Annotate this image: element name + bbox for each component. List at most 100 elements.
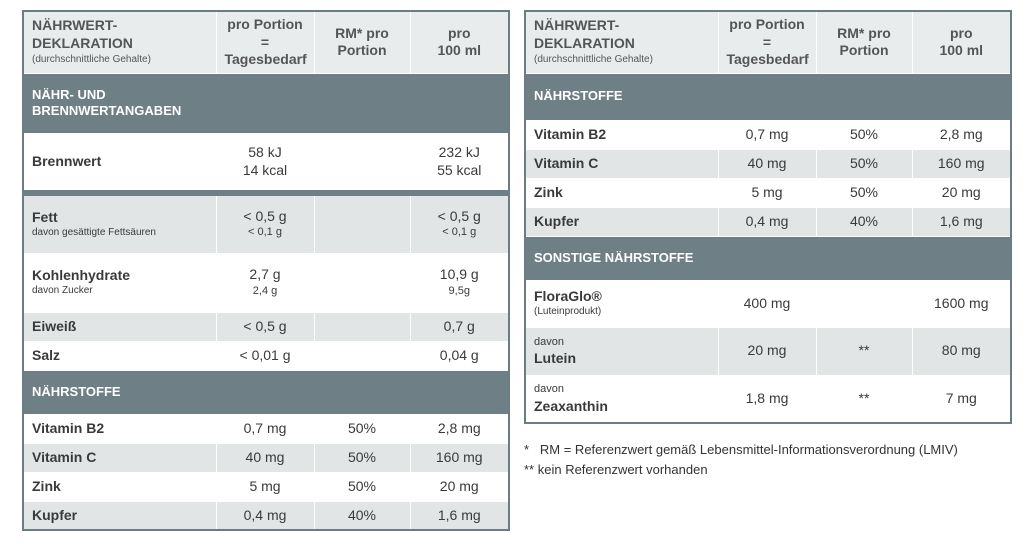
row-label: Kohlenhydrate — [32, 266, 131, 283]
row-100ml: 1600 mg — [911, 279, 1012, 328]
value: 14 kcal — [242, 161, 288, 178]
row-name: Fett davon gesättigte Fettsäuren — [22, 190, 217, 254]
header-portion-line2: Tagesbedarf — [726, 51, 809, 67]
row-portion: 400 mg — [717, 279, 817, 328]
table-row: Zink 5 mg 50% 20 mg — [524, 177, 1012, 208]
row-portion: 20 mg — [717, 326, 817, 376]
section-sonstige-label: SONSTIGE NÄHRSTOFFE — [524, 235, 1012, 281]
row-100ml: 10,9 g 9,5g — [409, 252, 510, 313]
subvalue: 2,4 g — [252, 284, 278, 297]
row-sublabel: davon gesättigte Fettsäuren — [32, 227, 156, 238]
table-row: Vitamin B2 0,7 mg 50% 2,8 mg — [524, 119, 1012, 150]
section-energy-line1: NÄHR- UND — [32, 86, 106, 102]
row-name: Zink — [524, 177, 719, 208]
header-rm-line2: Portion — [839, 42, 889, 59]
row-name: Vitamin B2 — [524, 119, 719, 150]
row-100ml: 20 mg — [911, 177, 1012, 208]
row-rm: ** — [815, 326, 913, 376]
table-row: Vitamin C 40 mg 50% 160 mg — [22, 442, 510, 473]
row-portion: 0,4 mg — [717, 206, 817, 237]
value: < 0,5 g — [243, 207, 287, 224]
row-label: Zeaxanthin — [534, 397, 608, 414]
row-name: Brennwert — [22, 132, 217, 194]
row-rm — [313, 340, 411, 371]
row-100ml: 160 mg — [409, 442, 510, 473]
row-portion: < 0,5 g < 0,1 g — [215, 190, 315, 254]
row-name: Vitamin B2 — [22, 413, 217, 444]
value: 55 kcal — [437, 161, 482, 178]
header-100-line1: pro — [949, 24, 973, 41]
header-100ml: pro 100 ml — [409, 10, 510, 74]
row-100ml: 2,8 mg — [911, 119, 1012, 150]
row-portion: < 0,01 g — [215, 340, 315, 371]
row-name: Kohlenhydrate davon Zucker — [22, 252, 217, 313]
row-rm: 40% — [313, 500, 411, 531]
table-row-kohlenhydrate: Kohlenhydrate davon Zucker 2,7 g 2,4 g 10,… — [22, 252, 510, 313]
row-100ml: 232 kJ 55 kcal — [409, 132, 510, 194]
table-row-eiweiss: Eiweiß < 0,5 g 0,7 g — [22, 311, 510, 342]
row-portion: 0,4 mg — [215, 500, 315, 531]
section-sonstige: SONSTIGE NÄHRSTOFFE — [524, 235, 1012, 281]
header-portion: pro Portion = Tagesbedarf — [717, 10, 817, 74]
table-row-floraglo: FloraGlo® (Luteinprodukt) 400 mg 1600 mg — [524, 279, 1012, 328]
row-100ml: 0,04 g — [409, 340, 510, 371]
row-name: Kupfer — [22, 500, 217, 531]
header-title-cell: NÄHRWERT-DEKLARATION (durchschnittliche … — [22, 10, 217, 74]
row-rm: 50% — [815, 119, 913, 150]
table-header-row: NÄHRWERT-DEKLARATION (durchschnittliche … — [524, 10, 1012, 74]
header-rm-line2: Portion — [337, 42, 387, 59]
row-name: davon Zeaxanthin — [524, 374, 719, 424]
row-rm: 50% — [313, 413, 411, 444]
value: 2,7 g — [249, 266, 281, 283]
value: < 0,5 g — [437, 207, 481, 224]
value: 58 kJ — [248, 144, 282, 161]
header-subtitle: (durchschnittliche Gehalte) — [32, 54, 151, 66]
header-100-line2: 100 ml — [939, 42, 984, 59]
subvalue: < 0,1 g — [442, 226, 477, 239]
row-sublabel: (Luteinprodukt) — [534, 306, 602, 318]
header-100-line2: 100 ml — [437, 42, 482, 59]
row-name: FloraGlo® (Luteinprodukt) — [524, 279, 719, 328]
row-name: Salz — [22, 340, 217, 371]
row-name: davon Lutein — [524, 326, 719, 376]
header-title-cell: NÄHRWERT-DEKLARATION (durchschnittliche … — [524, 10, 719, 74]
row-sublabel: davon Zucker — [32, 285, 93, 297]
section-energy-line2: BRENNWERTANGABEN — [32, 103, 182, 118]
row-100ml: < 0,5 g < 0,1 g — [409, 190, 510, 254]
table-header-row: NÄHRWERT-DEKLARATION (durchschnittliche … — [22, 10, 510, 74]
table-row: Vitamin B2 0,7 mg 50% 2,8 mg — [22, 413, 510, 444]
section-naehrstoffe-label: NÄHRSTOFFE — [524, 72, 1012, 121]
row-name: Vitamin C — [22, 442, 217, 473]
row-100ml: 80 mg — [911, 326, 1012, 376]
row-rm: 40% — [815, 206, 913, 237]
row-portion: 58 kJ 14 kcal — [215, 132, 315, 194]
row-label: Lutein — [534, 349, 576, 366]
table-row: Kupfer 0,4 mg 40% 1,6 mg — [22, 500, 510, 531]
row-rm: 50% — [313, 471, 411, 502]
row-label: FloraGlo® — [534, 287, 602, 304]
row-100ml: 7 mg — [911, 374, 1012, 424]
header-100-line1: pro — [447, 24, 471, 41]
row-name: Eiweiß — [22, 311, 217, 342]
footnote-rm: * RM = Referenzwert gemäß Lebensmittel-I… — [524, 442, 958, 457]
header-title: NÄHRWERT-DEKLARATION — [32, 17, 133, 51]
row-rm: 50% — [815, 177, 913, 208]
row-name: Kupfer — [524, 206, 719, 237]
row-rm: ** — [815, 374, 913, 424]
section-energy: NÄHR- UND BRENNWERTANGABEN — [22, 72, 510, 134]
left-nutrition-table: NÄHRWERT-DEKLARATION (durchschnittliche … — [22, 10, 510, 531]
row-portion: < 0,5 g — [215, 311, 315, 342]
row-rm: 50% — [313, 442, 411, 473]
section-naehrstoffe-label: NÄHRSTOFFE — [22, 369, 510, 415]
footnotes: * RM = Referenzwert gemäß Lebensmittel-I… — [524, 440, 958, 480]
header-portion-line2: Tagesbedarf — [224, 51, 307, 67]
table-row: Zink 5 mg 50% 20 mg — [22, 471, 510, 502]
row-100ml: 1,6 mg — [409, 500, 510, 531]
header-rm-line1: RM* pro — [837, 24, 891, 41]
subvalue: 9,5g — [448, 284, 470, 297]
row-portion: 5 mg — [717, 177, 817, 208]
right-nutrition-table: NÄHRWERT-DEKLARATION (durchschnittliche … — [524, 10, 1012, 424]
row-100ml: 2,8 mg — [409, 413, 510, 444]
row-100ml: 0,7 g — [409, 311, 510, 342]
section-naehrstoffe: NÄHRSTOFFE — [524, 72, 1012, 121]
